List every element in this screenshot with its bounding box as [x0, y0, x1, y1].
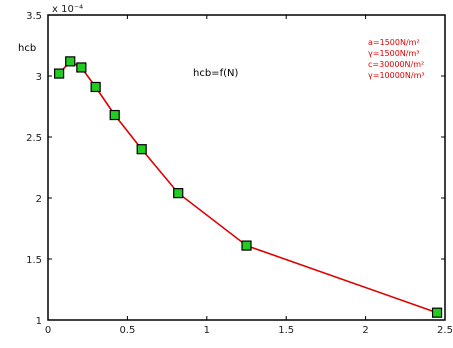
- data-point-marker: [431, 307, 443, 318]
- data-point-marker: [173, 188, 184, 199]
- parameter-line: γ=10000N/m³: [368, 71, 425, 80]
- function-annotation: hcb=f(N): [193, 68, 238, 79]
- x-tick-label: 1.5: [278, 325, 294, 336]
- parameter-line: a=1500N/m²: [368, 38, 420, 47]
- y-axis-ticks: 1 1.5 2 2.5 3 3.5: [26, 11, 445, 327]
- y-tick-label: 1.5: [26, 255, 42, 266]
- data-point-marker: [109, 109, 120, 121]
- data-point-marker: [65, 56, 76, 67]
- y-tick-label: 2: [36, 194, 42, 205]
- y-tick-label: 3: [36, 72, 42, 83]
- parameter-legend: a=1500N/m² γ=1500N/m³ c=30000N/m² γ=10000N/…: [368, 38, 425, 80]
- data-point-marker: [90, 81, 101, 93]
- data-point-marker: [241, 240, 252, 251]
- x-axis-ticks: 0 0.5 1 1.5 2 2.5: [45, 15, 453, 336]
- parameter-line: γ=1500N/m³: [368, 49, 419, 58]
- plot-frame: [47, 14, 446, 321]
- y-scale-note: x 10⁻⁴: [52, 4, 83, 15]
- data-point-marker: [54, 68, 65, 79]
- parameter-line: c=30000N/m²: [368, 60, 424, 69]
- y-tick-label: 2.5: [26, 133, 42, 144]
- series-line: [58, 60, 438, 314]
- series-markers: [54, 56, 443, 318]
- x-tick-label: 2: [362, 325, 368, 336]
- data-point-marker: [136, 144, 147, 155]
- y-axis-label: hcb: [18, 43, 36, 54]
- data-point-marker: [76, 62, 87, 73]
- x-tick-label: 0: [45, 325, 51, 336]
- y-tick-label: 1: [36, 316, 42, 327]
- x-tick-label: 1: [204, 325, 210, 336]
- y-tick-label: 3.5: [26, 11, 42, 22]
- x-tick-label: 2.5: [437, 325, 453, 336]
- x-tick-label: 0.5: [119, 325, 135, 336]
